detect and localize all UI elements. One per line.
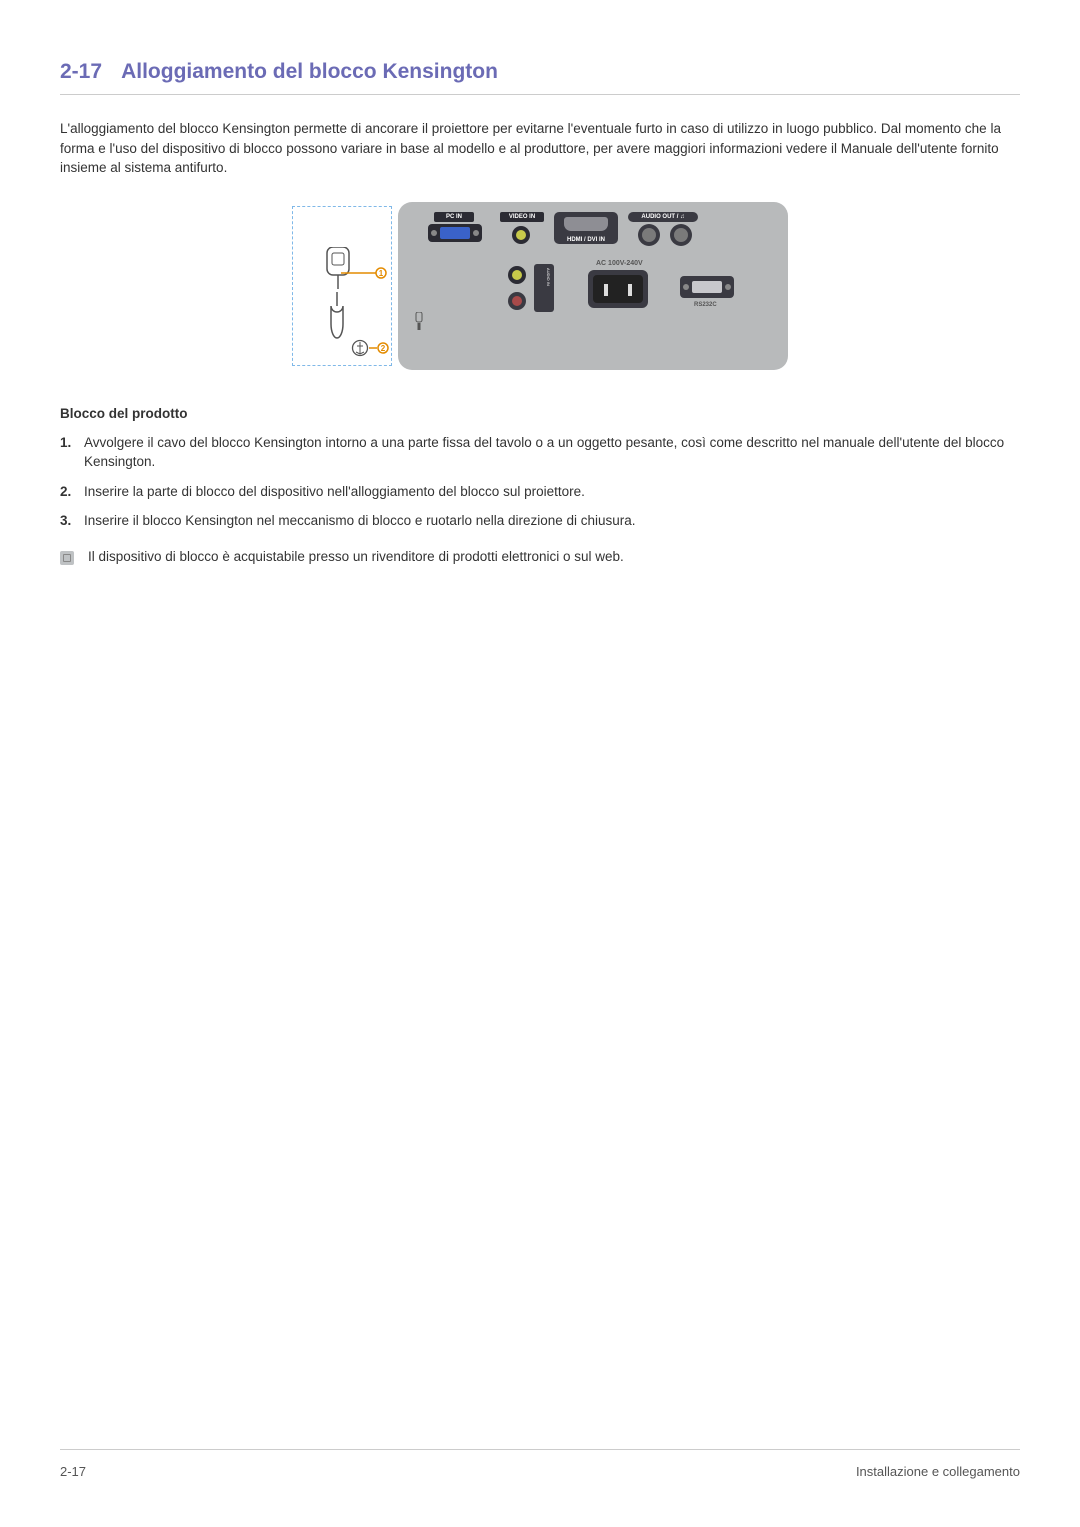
footer-page-number: 2-17	[60, 1464, 86, 1479]
port-label-ac: AC 100V-240V	[596, 260, 643, 267]
port-hdmi-dvi: HDMI / DVI IN	[554, 212, 618, 244]
note-icon	[60, 551, 74, 565]
step-item: Avvolgere il cavo del blocco Kensington …	[60, 433, 1020, 472]
kensington-lock-diagram: 1 2	[292, 206, 392, 366]
port-audio-in-block: AUDIO IN	[534, 264, 554, 312]
projector-rear-panel: PC IN VIDEO IN HDMI / DVI IN AUDIO OUT /…	[398, 202, 788, 370]
footer-chapter: Installazione e collegamento	[856, 1464, 1020, 1479]
section-number: 2-17	[60, 60, 102, 83]
note-text: Il dispositivo di blocco è acquistabile …	[88, 549, 624, 564]
section-heading: 2-17 Alloggiamento del blocco Kensington	[60, 60, 1020, 95]
kensington-slot-icon	[414, 312, 424, 330]
step-item: Inserire la parte di blocco del disposit…	[60, 482, 1020, 502]
callout-line-2: 2	[369, 340, 397, 356]
port-label-audio-out: AUDIO OUT / ♫	[628, 212, 698, 222]
port-audio-out-1	[638, 224, 660, 246]
lock-cable-icon	[323, 292, 351, 347]
port-audio-in-1	[508, 266, 526, 284]
note-block: Il dispositivo di blocco è acquistabile …	[60, 549, 1020, 565]
port-label-pc-in: PC IN	[434, 212, 474, 222]
subsection-title: Blocco del prodotto	[60, 406, 1020, 421]
svg-text:2: 2	[381, 344, 386, 353]
step-item: Inserire il blocco Kensington nel meccan…	[60, 511, 1020, 531]
anchor-icon	[351, 339, 369, 357]
callout-line-1: 1	[341, 265, 389, 281]
port-label-rs232c: RS232C	[694, 302, 717, 308]
section-title: Alloggiamento del blocco Kensington	[121, 60, 498, 83]
port-rs232c	[680, 276, 734, 298]
intro-paragraph: L'alloggiamento del blocco Kensington pe…	[60, 119, 1020, 178]
port-label-video-in: VIDEO IN	[500, 212, 544, 222]
steps-list: Avvolgere il cavo del blocco Kensington …	[60, 433, 1020, 531]
port-video-in	[512, 226, 530, 244]
port-pc-in	[428, 224, 482, 242]
port-audio-in-2: .round-jack[data-name="port-audio-in-2"]…	[508, 292, 526, 310]
page-footer: 2-17 Installazione e collegamento	[60, 1449, 1020, 1479]
figure: 1 2	[60, 202, 1020, 370]
port-ac	[588, 270, 648, 308]
port-audio-out-2	[670, 224, 692, 246]
svg-text:1: 1	[379, 269, 384, 278]
